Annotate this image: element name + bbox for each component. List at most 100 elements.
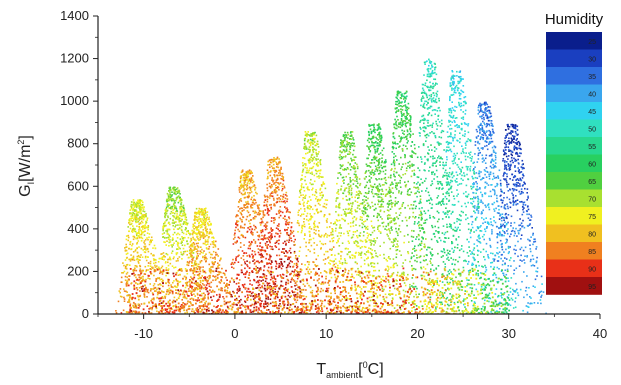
data-point xyxy=(364,210,366,213)
data-point xyxy=(168,307,170,309)
data-point xyxy=(424,300,427,302)
data-point xyxy=(371,136,374,138)
data-point xyxy=(192,252,195,254)
data-point xyxy=(420,266,422,269)
data-point xyxy=(379,170,382,173)
data-point xyxy=(392,136,395,138)
data-point xyxy=(193,243,195,245)
data-point xyxy=(376,215,379,217)
data-point xyxy=(217,265,219,268)
data-point xyxy=(257,238,260,241)
data-point xyxy=(335,206,337,208)
data-point xyxy=(255,211,257,214)
data-point xyxy=(274,169,276,172)
data-point xyxy=(281,263,283,265)
data-point xyxy=(134,205,136,208)
data-point xyxy=(373,136,375,139)
data-point xyxy=(273,199,275,201)
data-point xyxy=(250,295,252,297)
data-point xyxy=(337,267,340,269)
data-point xyxy=(151,308,153,311)
data-point xyxy=(152,267,154,269)
data-point xyxy=(313,133,315,136)
data-point xyxy=(422,89,425,91)
data-point xyxy=(399,140,402,142)
data-point xyxy=(378,173,380,175)
data-point xyxy=(411,267,414,270)
data-point xyxy=(132,270,135,273)
data-point xyxy=(148,243,151,246)
data-point xyxy=(302,186,305,189)
data-point xyxy=(429,97,431,100)
data-point xyxy=(334,292,336,295)
data-point xyxy=(266,245,268,248)
data-point xyxy=(268,285,271,287)
data-point xyxy=(431,98,433,100)
data-point xyxy=(418,293,420,295)
data-point xyxy=(340,258,342,260)
data-point xyxy=(348,212,350,214)
data-point xyxy=(301,279,304,281)
data-point xyxy=(118,290,121,292)
data-point xyxy=(142,210,144,212)
data-point xyxy=(333,260,335,262)
data-point xyxy=(376,179,378,181)
data-point xyxy=(310,271,312,273)
data-point xyxy=(306,202,308,204)
data-point xyxy=(358,208,361,210)
data-point xyxy=(435,230,437,232)
data-point xyxy=(138,223,141,225)
data-point xyxy=(234,229,236,232)
data-point xyxy=(349,276,352,278)
data-point xyxy=(206,211,209,213)
data-point xyxy=(371,192,374,195)
data-point xyxy=(141,206,144,209)
data-point xyxy=(325,250,327,253)
data-point xyxy=(200,211,202,213)
data-point xyxy=(282,178,284,180)
data-point xyxy=(410,175,413,178)
data-point xyxy=(380,178,383,180)
data-point xyxy=(266,211,269,214)
data-point xyxy=(373,215,375,217)
data-point xyxy=(141,237,144,240)
data-point xyxy=(251,241,253,244)
data-point xyxy=(165,261,167,263)
data-point xyxy=(299,246,302,249)
data-point xyxy=(341,176,344,179)
data-point xyxy=(248,261,251,263)
data-point xyxy=(194,288,196,291)
data-point xyxy=(266,207,269,210)
data-point xyxy=(164,212,166,215)
data-point xyxy=(373,292,376,295)
data-point xyxy=(328,262,330,264)
data-point xyxy=(371,310,374,313)
data-point xyxy=(297,231,299,233)
data-point xyxy=(260,230,263,232)
data-point xyxy=(201,248,203,251)
data-point xyxy=(255,302,257,305)
data-point xyxy=(202,212,204,215)
data-point xyxy=(319,175,322,178)
data-point xyxy=(167,233,170,235)
data-point xyxy=(237,214,239,217)
data-point xyxy=(302,170,304,172)
data-point xyxy=(420,240,423,243)
data-point xyxy=(395,227,397,230)
data-point xyxy=(368,165,371,167)
data-point xyxy=(352,233,355,236)
data-point xyxy=(356,235,358,237)
data-point xyxy=(422,95,424,98)
data-point xyxy=(293,263,296,265)
data-point xyxy=(395,103,397,105)
data-point xyxy=(386,193,389,195)
data-point xyxy=(150,268,153,271)
data-point xyxy=(373,262,376,265)
data-point xyxy=(138,211,140,213)
data-point xyxy=(383,165,386,168)
data-point xyxy=(136,289,139,291)
data-point xyxy=(186,261,189,263)
data-point xyxy=(425,100,428,103)
data-point xyxy=(308,204,311,207)
data-point xyxy=(267,238,270,240)
